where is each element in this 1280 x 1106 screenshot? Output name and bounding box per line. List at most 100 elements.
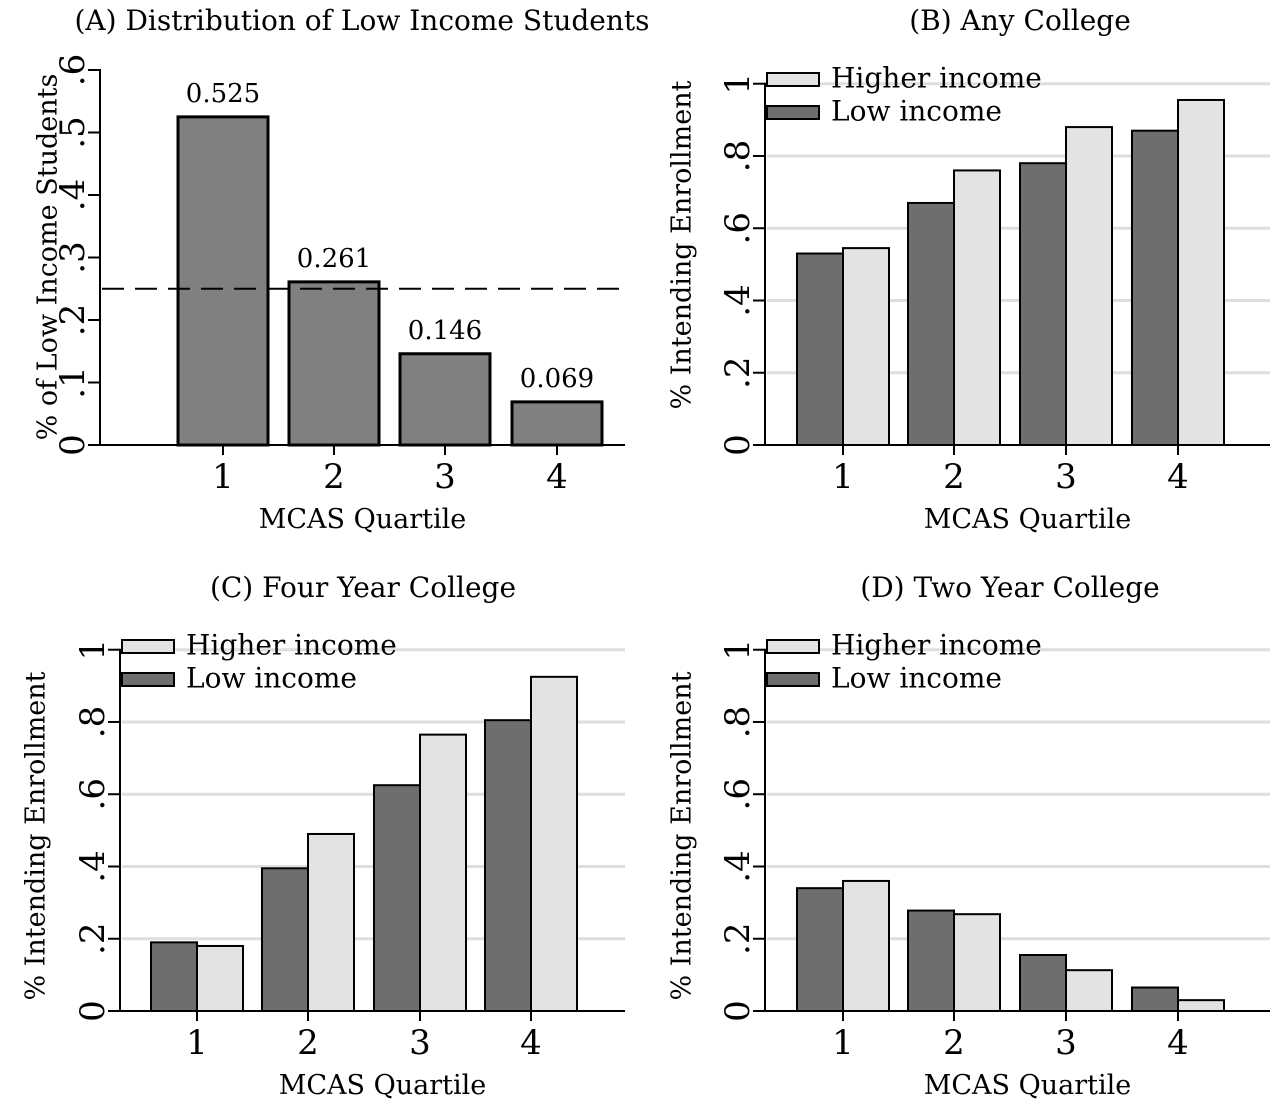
- y-tick-label: .3: [53, 241, 93, 273]
- y-tick-label: 0: [718, 1000, 758, 1022]
- data-label: 0.261: [297, 244, 371, 274]
- panel-title: (A) Distribution of Low Income Students: [75, 4, 650, 37]
- bar-higher-income: [953, 169, 1001, 446]
- y-tick-label: .2: [53, 304, 93, 336]
- legend-higher-income-swatch: [766, 72, 820, 87]
- legend-higher-income-label: Higher income: [831, 62, 1042, 95]
- x-tick-label: 2: [943, 457, 965, 497]
- x-axis-label: MCAS Quartile: [279, 1070, 487, 1101]
- y-tick-label: 0: [73, 1000, 113, 1022]
- y-tick-label: .4: [73, 850, 113, 882]
- panel-c: (C) Four Year College 0 .2 .4 .6 .8 1 % Intendi…: [21, 571, 625, 1101]
- x-tick-label: 1: [212, 457, 234, 497]
- bar-higher-income: [842, 879, 890, 1013]
- x-tick-label: 4: [1167, 457, 1189, 497]
- bar-higher-income: [419, 733, 467, 1012]
- legend-low-income-label: Low income: [831, 662, 1002, 695]
- bar-higher-income: [1177, 999, 1225, 1012]
- bar: [287, 280, 381, 447]
- bar: [398, 352, 492, 447]
- bar-higher-income: [1065, 969, 1113, 1013]
- bar-higher-income: [530, 675, 578, 1013]
- panel-b: (B) Any College 0 .2 .4 .6 .8 1 % Intending Enr…: [667, 4, 1270, 535]
- y-tick-label: .6: [73, 778, 113, 810]
- bar-higher-income: [953, 913, 1001, 1012]
- x-tick-label: 3: [434, 457, 456, 497]
- y-tick-label: .8: [718, 140, 758, 172]
- legend-low-income-swatch: [766, 672, 820, 687]
- x-tick-label: 4: [546, 457, 568, 497]
- data-label: 0.069: [520, 364, 594, 394]
- y-tick-label: .5: [53, 116, 93, 148]
- y-axis-label: % Intending Enrollment: [667, 671, 698, 1000]
- bar-low-income: [484, 719, 532, 1013]
- legend-higher-income-label: Higher income: [831, 629, 1042, 662]
- y-tick-label: 1: [73, 639, 113, 661]
- y-tick-label: 1: [718, 73, 758, 95]
- legend-low-income-label: Low income: [831, 95, 1002, 128]
- bar-low-income: [261, 867, 309, 1013]
- y-tick-label: .2: [73, 923, 113, 955]
- y-tick-label: .6: [718, 778, 758, 810]
- x-tick-label: 3: [1055, 1023, 1077, 1063]
- y-tick-label: .8: [718, 706, 758, 738]
- panel-title: (C) Four Year College: [210, 571, 516, 604]
- bar-higher-income: [196, 944, 244, 1012]
- bar-low-income: [907, 201, 955, 446]
- y-tick-label: 1: [718, 639, 758, 661]
- data-label: 0.146: [408, 316, 482, 346]
- y-tick-label: .4: [718, 284, 758, 316]
- bar-low-income: [1019, 954, 1067, 1013]
- y-tick-label: .8: [73, 706, 113, 738]
- y-tick-label: .6: [718, 212, 758, 244]
- y-axis-label: % Intending Enrollment: [667, 80, 698, 409]
- panel-d: (D) Two Year College 0 .2 .4 .6 .8 1 % Intendin…: [667, 571, 1270, 1101]
- x-axis-label: MCAS Quartile: [259, 504, 467, 535]
- bar-higher-income: [307, 832, 355, 1013]
- bar-higher-income: [1065, 126, 1113, 447]
- bar-higher-income: [1177, 98, 1225, 446]
- y-tick-label: .2: [718, 357, 758, 389]
- y-tick-label: .1: [53, 366, 93, 398]
- legend-higher-income-swatch: [766, 639, 820, 654]
- y-tick-label: .2: [718, 923, 758, 955]
- bar-low-income: [150, 941, 198, 1012]
- x-tick-label: 2: [323, 457, 345, 497]
- x-axis-label: MCAS Quartile: [924, 504, 1132, 535]
- y-axis-label: % of Low Income Students: [33, 74, 64, 441]
- panel-title: (B) Any College: [909, 4, 1131, 37]
- bar-low-income: [796, 887, 844, 1013]
- x-axis-label: MCAS Quartile: [924, 1070, 1132, 1101]
- x-tick-label: 1: [186, 1023, 208, 1063]
- x-tick-label: 3: [1055, 457, 1077, 497]
- bar-low-income: [1131, 129, 1179, 447]
- bar-low-income: [796, 252, 844, 446]
- bar-low-income: [373, 784, 421, 1012]
- x-tick-label: 4: [1167, 1023, 1189, 1063]
- bar-low-income: [1131, 986, 1179, 1012]
- data-label: 0.525: [186, 79, 260, 109]
- x-tick-label: 1: [832, 457, 854, 497]
- x-tick-label: 2: [943, 1023, 965, 1063]
- y-tick-label: .4: [53, 179, 93, 211]
- legend-higher-income-swatch: [121, 639, 175, 654]
- bar: [510, 400, 604, 447]
- x-tick-label: 2: [297, 1023, 319, 1063]
- panel-title: (D) Two Year College: [860, 571, 1159, 604]
- x-tick-label: 3: [409, 1023, 431, 1063]
- panel-a: (A) Distribution of Low Income Students 0…: [33, 4, 650, 535]
- bar: [176, 115, 270, 447]
- bar-low-income: [907, 909, 955, 1012]
- y-tick-label: .6: [53, 54, 93, 86]
- x-tick-label: 4: [520, 1023, 542, 1063]
- legend-low-income-label: Low income: [186, 662, 357, 695]
- y-tick-label: 0: [718, 434, 758, 456]
- bar-low-income: [1019, 162, 1067, 446]
- legend-low-income-swatch: [121, 672, 175, 687]
- legend-higher-income-label: Higher income: [186, 629, 397, 662]
- y-axis-label: % Intending Enrollment: [21, 671, 52, 1000]
